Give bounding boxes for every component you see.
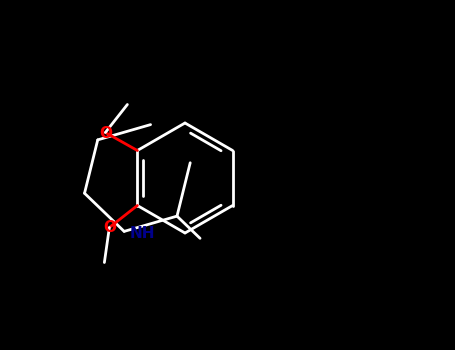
Text: O: O: [99, 126, 112, 141]
Text: O: O: [103, 220, 116, 235]
Text: NH: NH: [129, 226, 155, 241]
